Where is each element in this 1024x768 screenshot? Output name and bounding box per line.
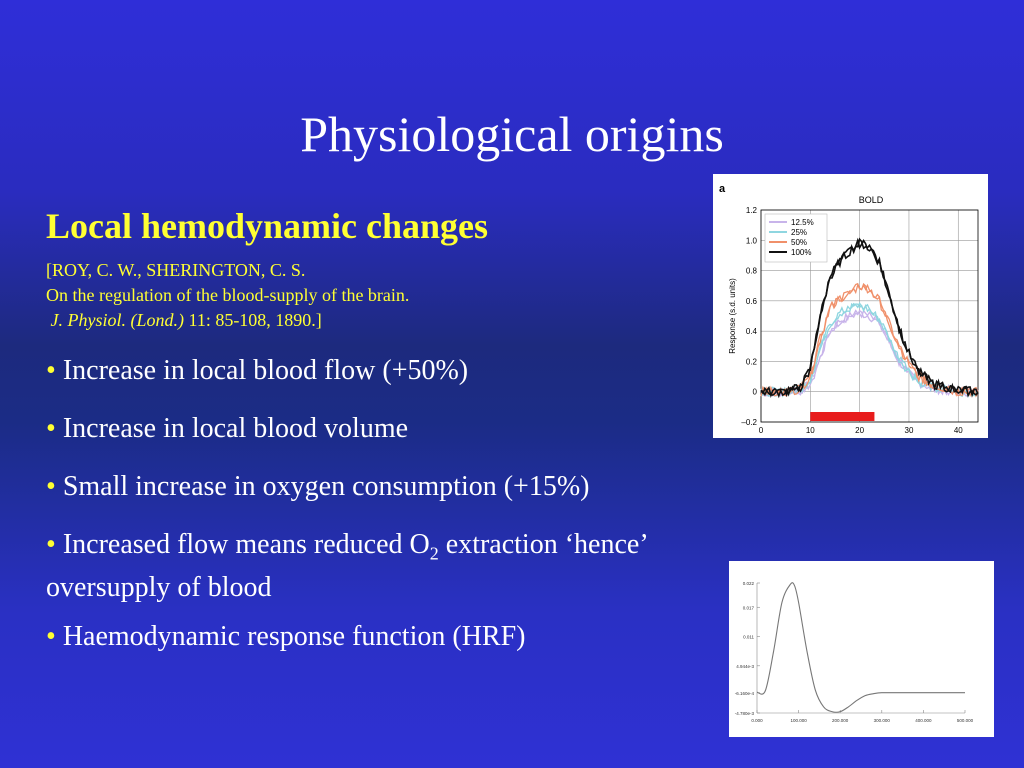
y-tick-label: 0.022	[743, 581, 755, 586]
slide-title: Physiological origins	[0, 104, 1024, 164]
bullet-text-part: extraction ‘hence’	[439, 529, 649, 560]
x-tick-label: 200.000	[832, 718, 849, 723]
x-tick-label: 40	[954, 426, 963, 435]
x-tick-label: 100.000	[790, 718, 807, 723]
y-tick-label: 4.944e-3	[736, 664, 754, 669]
series-line	[761, 311, 978, 397]
bullet-marker: •	[46, 471, 56, 502]
series-line	[761, 240, 978, 396]
x-tick-label: 10	[806, 426, 815, 435]
bullet-marker: •	[46, 413, 56, 444]
y-tick-label: -6.160e-4	[735, 691, 755, 696]
y-axis-label: Response (s.d. units)	[728, 278, 737, 354]
bullet-text: Small increase in oxygen consumption (+1…	[63, 471, 590, 502]
stimulus-bar	[810, 412, 874, 421]
panel-label: a	[719, 183, 726, 195]
y-tick-label: 1.0	[746, 236, 758, 245]
bullet-marker: •	[46, 621, 56, 652]
bullet-item: • Small increase in oxygen consumption (…	[46, 470, 590, 504]
bullet-text-continued: oversupply of blood	[46, 572, 272, 603]
bold-figure: a BOLD Response (s.d. units) 1.2 1.0 0.8 0.…	[713, 174, 988, 438]
y-tick-label: 0.8	[746, 267, 758, 276]
y-tick-label: 0.017	[743, 605, 755, 610]
bullet-text-part: Increased flow means reduced O	[63, 529, 430, 560]
bullet-item: • Increase in local blood volume	[46, 412, 408, 446]
x-tick-label: 20	[855, 426, 864, 435]
y-tick-label: -4.780e-3	[735, 711, 755, 716]
series-line	[761, 303, 978, 396]
subtitle-heading: Local hemodynamic changes	[46, 204, 488, 248]
subscript-2: 2	[430, 544, 439, 564]
chart-title: BOLD	[859, 195, 884, 205]
series-line	[761, 239, 978, 395]
series-line	[761, 311, 978, 396]
bullet-text: Increase in local blood flow (+50%)	[63, 355, 468, 386]
citation: [ROY, C. W., SHERINGTON, C. S. On the re…	[46, 258, 409, 333]
y-tick-label: 0.4	[746, 327, 758, 336]
citation-journal: J. Physiol. (Lond.)	[51, 310, 184, 330]
legend-label: 12.5%	[791, 218, 814, 227]
citation-authors: [ROY, C. W., SHERINGTON, C. S.	[46, 258, 409, 283]
hrf-chart: 0.022 0.017 0.011 4.944e-3 -6.160e-4 -4.780e-…	[729, 561, 994, 737]
hrf-figure: 0.022 0.017 0.011 4.944e-3 -6.160e-4 -4.780e-…	[729, 561, 994, 737]
legend-label: 100%	[791, 248, 811, 257]
x-tick-label: 400.000	[915, 718, 932, 723]
bullet-marker: •	[46, 529, 56, 560]
hrf-curve	[757, 583, 965, 713]
bullet-text: Haemodynamic response function (HRF)	[63, 621, 526, 652]
citation-title: On the regulation of the blood-supply of…	[46, 283, 409, 308]
bullet-item: • Haemodynamic response function (HRF)	[46, 620, 525, 654]
y-tick-label: 0.6	[746, 297, 758, 306]
bullet-item: • Increased flow means reduced O2 extrac…	[46, 528, 649, 605]
legend-label: 50%	[791, 238, 807, 247]
bullet-marker: •	[46, 355, 56, 386]
bullet-item: • Increase in local blood flow (+50%)	[46, 354, 468, 388]
y-tick-label: –0.2	[741, 418, 757, 427]
series-line	[761, 304, 978, 396]
y-tick-label: 0.011	[743, 634, 754, 639]
y-tick-label: 1.2	[746, 206, 758, 215]
x-tick-label: 500.000	[957, 718, 974, 723]
bold-chart: a BOLD Response (s.d. units) 1.2 1.0 0.8 0.…	[713, 174, 988, 438]
x-tick-label: 30	[905, 426, 914, 435]
citation-journal-details: 11: 85-108, 1890.]	[188, 310, 321, 330]
x-tick-label: 300.000	[874, 718, 891, 723]
x-tick-label: 0.000	[751, 718, 763, 723]
legend-label: 25%	[791, 228, 807, 237]
citation-journal-line: J. Physiol. (Lond.) 11: 85-108, 1890.]	[46, 308, 409, 333]
y-tick-label: 0	[753, 388, 758, 397]
y-tick-label: 0.2	[746, 357, 758, 366]
x-tick-label: 0	[759, 426, 764, 435]
bullet-text: Increase in local blood volume	[63, 413, 408, 444]
